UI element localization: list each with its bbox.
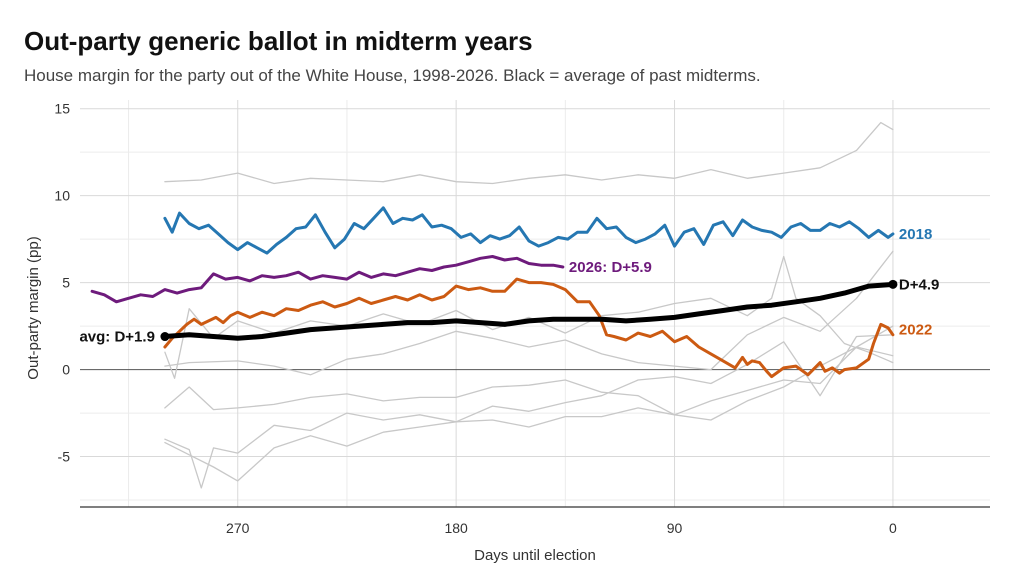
y-tick-label: 5 <box>62 275 70 291</box>
series-line-2022 <box>163 277 895 379</box>
y-tick-label: 0 <box>62 362 70 378</box>
average-endpoint-dot <box>888 279 898 289</box>
y-tick-label: -5 <box>58 449 71 465</box>
x-tick-label: 180 <box>444 520 468 536</box>
x-tick-label: 90 <box>667 520 683 536</box>
past-midterm-line <box>164 325 894 421</box>
past-midterm-line <box>164 346 894 482</box>
series-line-2026 <box>90 255 565 304</box>
past-midterm-line <box>164 255 894 379</box>
x-axis-title: Days until election <box>474 547 596 564</box>
y-axis-title: Out-party margin (pp) <box>25 236 42 379</box>
axis-layer: 270 180 90 0 15 10 5 0 -5 <box>54 101 990 536</box>
series-line-2018 <box>163 206 895 255</box>
past-midterm-line <box>164 334 894 489</box>
average-line <box>162 281 896 341</box>
grid-layer <box>80 100 990 507</box>
x-tick-label: 270 <box>226 520 250 536</box>
series-direct-label: 2026: D+5.9 <box>569 259 652 276</box>
series-layer <box>90 121 898 489</box>
y-tick-label: 10 <box>54 188 70 204</box>
past-midterm-line <box>164 250 894 376</box>
y-tick-label: 15 <box>54 101 70 117</box>
series-direct-label: 2022 <box>899 322 932 339</box>
chart-subtitle: House margin for the party out of the Wh… <box>24 66 761 85</box>
series-direct-label: D+4.9 <box>899 276 939 293</box>
series-direct-label: avg: D+1.9 <box>79 329 154 346</box>
x-tick-label: 0 <box>889 520 897 536</box>
label-layer: 2018 2026: D+5.9 D+4.9 2022 avg: D+1.9 <box>79 226 939 346</box>
average-endpoint-dot <box>160 332 170 342</box>
past-midterm-line <box>164 121 894 185</box>
series-direct-label: 2018 <box>899 226 932 243</box>
chart-title: Out-party generic ballot in midterm year… <box>24 26 533 56</box>
